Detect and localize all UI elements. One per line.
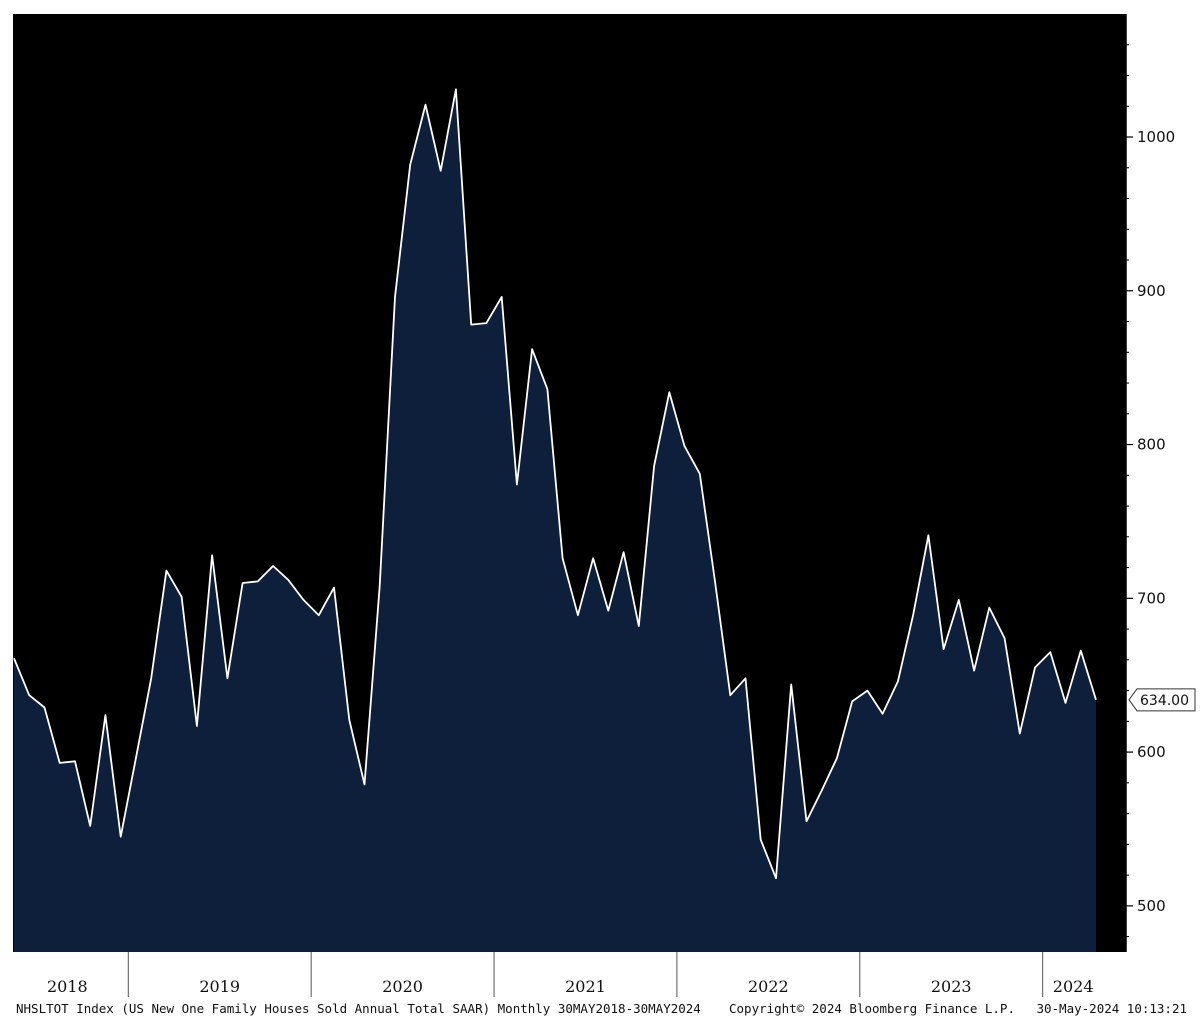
year-label-2020: 2020	[382, 977, 423, 996]
footer-left: NHSLTOT Index (US New One Family Houses …	[16, 1001, 701, 1016]
year-labels: 2018 2019 2020 2021 2022 2023 2024	[47, 952, 1094, 997]
year-label-2022: 2022	[748, 977, 789, 996]
year-label-2023: 2023	[931, 977, 972, 996]
y-tick-label-1000: 1000	[1137, 128, 1175, 146]
year-label-2018: 2018	[47, 977, 88, 996]
last-value-label: 634.00	[1140, 693, 1189, 709]
year-label-2021: 2021	[565, 977, 606, 996]
last-value-tag: 634.00	[1128, 688, 1196, 712]
footer-right: 30-May-2024 10:13:21	[1036, 1001, 1187, 1016]
y-tick-label-600: 600	[1137, 743, 1166, 761]
last-value-box	[1128, 688, 1196, 712]
y-tick-label-500: 500	[1137, 897, 1166, 915]
area-layer	[13, 88, 1097, 953]
year-label-2019: 2019	[199, 977, 240, 996]
series-line-0	[13, 88, 1097, 880]
footer-center: Copyright© 2024 Bloomberg Finance L.P.	[729, 1001, 1015, 1016]
x-axis-band	[13, 952, 1126, 998]
y-ticks: 500 600 700 800 900 1000	[1126, 44, 1175, 938]
year-label-2024: 2024	[1053, 977, 1094, 996]
series-area-0	[14, 89, 1096, 953]
right-axis-panel	[1126, 14, 1200, 952]
y-tick-label-800: 800	[1137, 436, 1166, 454]
y-tick-label-900: 900	[1137, 282, 1166, 300]
y-tick-label-700: 700	[1137, 589, 1166, 607]
